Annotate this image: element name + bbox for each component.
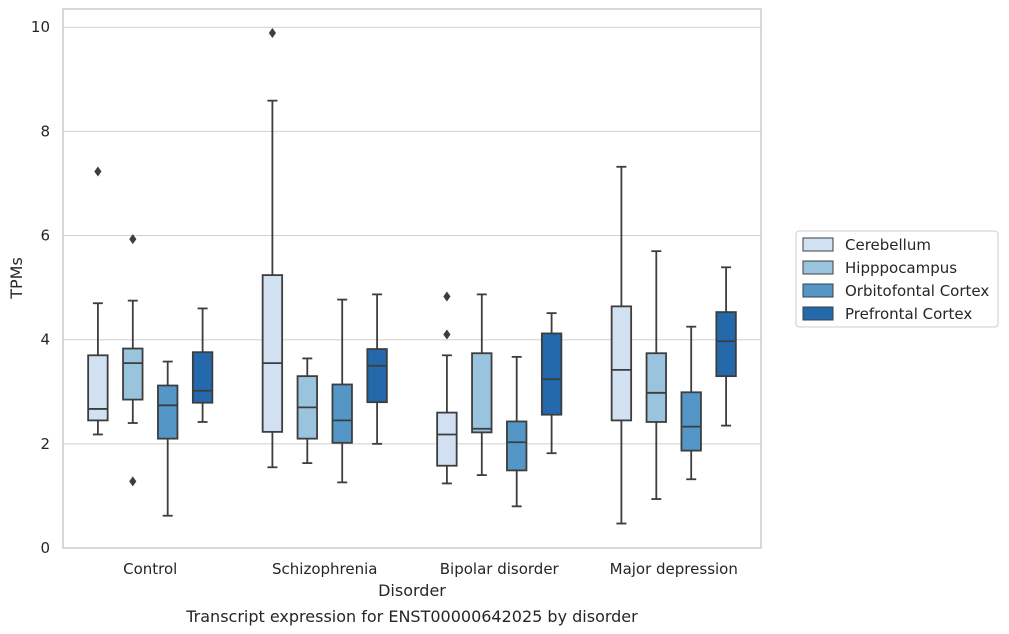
box-cerebellum [436, 291, 458, 485]
x-axis-title: Disorder [378, 581, 446, 600]
legend-label: Orbitofontal Cortex [845, 282, 989, 300]
box-iqr [261, 274, 284, 433]
y-tick-label: 10 [31, 18, 50, 36]
box-hipppocampus [471, 293, 493, 476]
y-tick-label: 2 [40, 435, 50, 453]
box-prefrontal-cortex [191, 307, 214, 423]
box-cerebellum [610, 165, 633, 525]
box-iqr [645, 352, 667, 423]
outlier-point [94, 166, 102, 177]
legend-label: Hipppocampus [845, 259, 957, 277]
y-tick-label: 0 [40, 539, 50, 557]
box-orbitofontal-cortex [331, 298, 353, 484]
box-hipppocampus [645, 250, 667, 500]
box-orbitofontal-cortex [506, 355, 528, 508]
box-prefrontal-cortex [366, 293, 388, 445]
box-cerebellum [87, 166, 109, 436]
legend-swatch [802, 283, 834, 298]
box-iqr [436, 411, 458, 467]
box-orbitofontal-cortex [680, 325, 702, 481]
outlier-point [443, 329, 451, 340]
box-iqr [610, 305, 633, 422]
box-hipppocampus [122, 234, 144, 487]
box-prefrontal-cortex [540, 312, 563, 455]
x-tick-label: Bipolar disorder [440, 560, 560, 578]
legend-swatch [802, 237, 834, 252]
box-iqr [87, 354, 109, 422]
box-iqr [506, 420, 528, 472]
plot-frame [62, 8, 762, 549]
box-iqr [680, 391, 702, 452]
box-hipppocampus [296, 357, 318, 465]
x-tick-label: Schizophrenia [272, 560, 377, 578]
legend-swatch [802, 306, 834, 321]
x-tick-label: Major depression [610, 560, 738, 578]
box-iqr [715, 311, 737, 378]
box-iqr [540, 332, 563, 416]
y-tick-label: 6 [40, 227, 50, 245]
box-iqr [331, 383, 353, 444]
outlier-point [129, 476, 137, 487]
box-iqr [471, 352, 493, 434]
outlier-point [129, 234, 137, 245]
y-axis-title: TPMs [7, 257, 26, 300]
outlier-point [443, 291, 451, 302]
box-prefrontal-cortex [715, 266, 737, 427]
y-tick-label: 4 [40, 331, 50, 349]
box-iqr [157, 384, 179, 440]
x-tick-label: Control [123, 560, 177, 578]
chart-caption: Transcript expression for ENST0000064202… [185, 607, 638, 626]
legend-swatch [802, 260, 834, 275]
x-tick-labels: Control Schizophrenia Bipolar disorder Majo… [123, 560, 738, 578]
box-iqr [191, 351, 214, 404]
box-orbitofontal-cortex [157, 360, 179, 517]
y-tick-labels: 0 2 4 6 8 10 [31, 18, 50, 557]
legend-frame [795, 230, 999, 328]
box-iqr [122, 347, 144, 401]
y-tick-label: 8 [40, 122, 50, 140]
legend-label: Cerebellum [845, 236, 931, 254]
outlier-point [268, 27, 276, 38]
box-iqr [366, 348, 388, 404]
legend: Cerebellum Hipppocampus Orbitofontal Corte… [795, 230, 999, 328]
boxes [87, 27, 737, 525]
legend-label: Prefrontal Cortex [845, 305, 972, 323]
box-cerebellum [261, 27, 284, 469]
